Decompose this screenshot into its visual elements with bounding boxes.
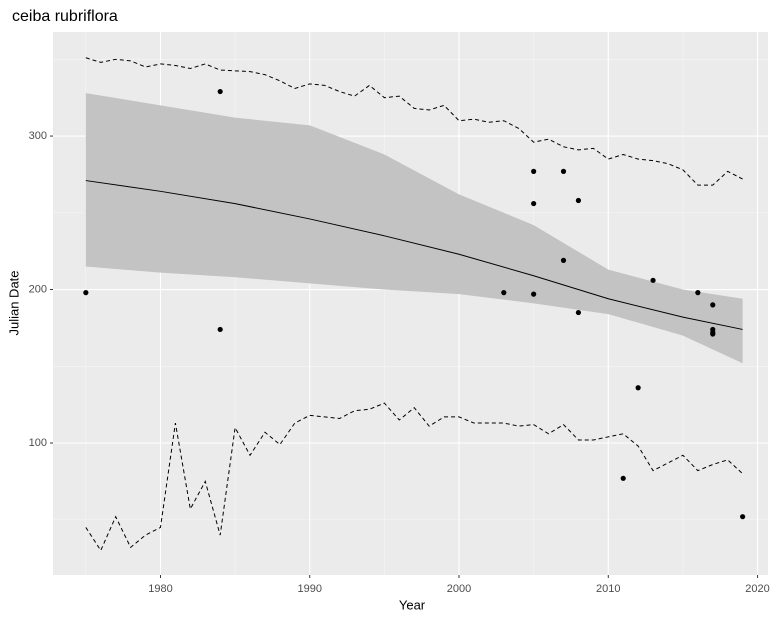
lower-bound-line (85, 402, 743, 552)
point (575, 197, 582, 204)
point (635, 385, 641, 391)
point (560, 257, 567, 263)
point (620, 475, 626, 481)
point (650, 277, 656, 283)
point (560, 168, 567, 174)
point (531, 200, 537, 207)
y-axis-title: Julian Date (6, 270, 21, 335)
point (710, 302, 716, 308)
point (217, 326, 223, 333)
point (695, 290, 701, 296)
point (83, 290, 89, 296)
chart-title: ceiba rubriflora (12, 8, 118, 25)
point (531, 168, 537, 174)
x-tick-label: 1980 (148, 583, 172, 595)
point (710, 331, 716, 337)
y-tick-label: 200 (29, 283, 47, 295)
confidence-band (85, 93, 743, 364)
point (575, 309, 582, 316)
x-tick-label: 2020 (745, 583, 769, 595)
point (501, 290, 507, 296)
point (531, 291, 537, 297)
y-tick-label: 100 (29, 437, 47, 449)
x-tick-label: 2010 (596, 583, 620, 595)
x-axis-title: Year (399, 597, 426, 612)
x-tick-label: 1990 (298, 583, 322, 595)
x-tick-label: 2000 (447, 583, 471, 595)
point (217, 88, 223, 95)
upper-bound-line (85, 57, 743, 186)
fit-line (85, 180, 743, 330)
y-tick-label: 300 (29, 130, 47, 142)
point (740, 514, 746, 520)
